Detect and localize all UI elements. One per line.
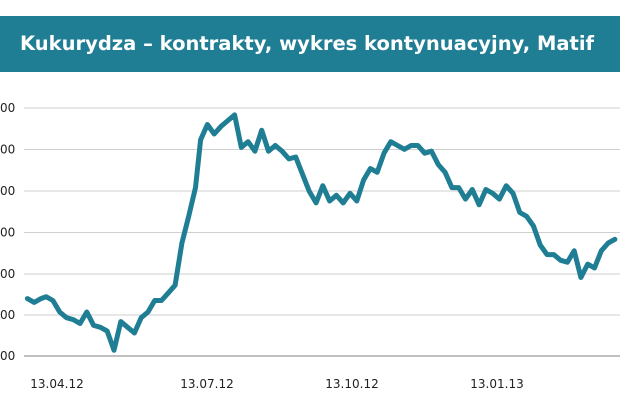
y-tick-label: 00 xyxy=(0,308,15,322)
series-line xyxy=(24,112,618,353)
y-tick-label: 00 xyxy=(0,101,15,115)
chart-title: Kukurydza – kontrakty, wykres kontynuacy… xyxy=(20,32,595,55)
y-tick-label: 00 xyxy=(0,267,15,281)
y-tick-label: 00 xyxy=(0,226,15,240)
y-tick-label: 00 xyxy=(0,143,15,157)
x-tick-label: 13.07.12 xyxy=(180,377,233,391)
title-bar: Kukurydza – kontrakty, wykres kontynuacy… xyxy=(0,16,620,72)
y-tick-label: 00 xyxy=(0,184,15,198)
x-tick-label: 13.01.13 xyxy=(470,377,523,391)
x-tick-label: 13.04.12 xyxy=(30,377,83,391)
x-tick-label: 13.10.12 xyxy=(325,377,378,391)
y-tick-label: 00 xyxy=(0,349,15,363)
